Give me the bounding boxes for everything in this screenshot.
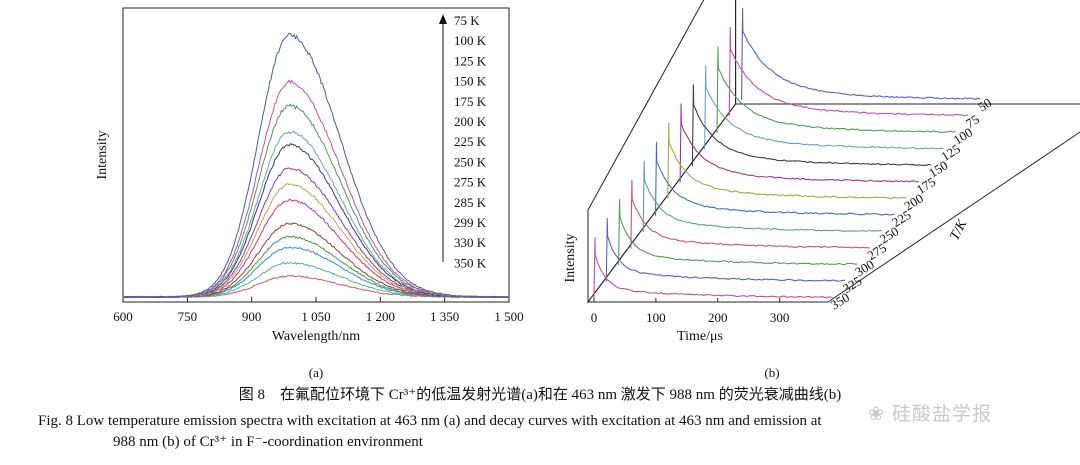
spectrum-line [123, 235, 509, 299]
spectrum-line [122, 222, 510, 299]
waterfall-box [587, 0, 1080, 304]
wechat-icon: ❀ [868, 403, 885, 425]
legend-entry-a: 225 K [454, 134, 487, 149]
decay-line [667, 122, 907, 200]
decay-line [716, 46, 956, 134]
legend-entry-a: 250 K [454, 154, 487, 169]
spectra-curves [122, 32, 510, 299]
x-tick-label-a: 750 [178, 309, 198, 324]
x-tick-label-a: 1 350 [430, 309, 459, 324]
x-tick-label-b: 100 [646, 310, 666, 325]
legend-entry-a: 350 K [454, 255, 487, 270]
back-wall [735, 0, 1080, 105]
decay-line [630, 179, 870, 249]
legend-entry-a: 299 K [454, 215, 487, 230]
spectrum-line [122, 79, 510, 299]
panel-b: 0 100 200 300 50751001251501752002252502753… [563, 0, 1080, 380]
spectrum-line [122, 130, 510, 299]
z-axis-label-b: T/K [947, 217, 970, 243]
y-axis-label-a: Intensity [95, 131, 110, 180]
x-tick-label-a: 1 050 [301, 309, 330, 324]
legend-entry-a: 175 K [454, 94, 487, 109]
decay-line [654, 141, 895, 216]
panel-a: 600 750 900 1 050 1 200 1 350 1 500 75 K 100 K 1… [95, 7, 524, 380]
legend-entry-a: 100 K [454, 33, 487, 48]
x-tick-label-a: 1 200 [366, 309, 395, 324]
decay-line [704, 65, 944, 150]
legend-entry-a: 330 K [454, 235, 487, 250]
decay-line [691, 84, 932, 167]
legend-entry-a: 200 K [454, 114, 487, 129]
legend-entry-a: 285 K [454, 195, 487, 210]
spectrum-line [122, 198, 509, 299]
legend-arrow-icon [439, 14, 447, 24]
spectrum-line [122, 274, 510, 299]
legend-entry-a: 125 K [454, 53, 487, 68]
decay-line [605, 218, 846, 282]
decay-line [679, 103, 919, 183]
decay-curves [593, 7, 981, 299]
x-ticks-b: 0 100 200 300 [591, 298, 790, 325]
x-axis-label-b: Time/μs [677, 329, 723, 344]
chart-canvas: 600 750 900 1 050 1 200 1 350 1 500 75 K 100 K 1… [95, 0, 1080, 380]
decay-line [642, 160, 882, 233]
caption-chinese: 图 8 在氟配位环境下 Cr³⁺的低温发射光谱(a)和在 463 nm 激发下 … [238, 387, 842, 403]
legend-entry-a: 150 K [454, 74, 487, 89]
x-tick-label-a: 1 500 [494, 309, 523, 324]
legend-entry-a: 275 K [454, 175, 487, 190]
decay-line [728, 27, 969, 117]
watermark-logo: ❀ 硅酸盐学报 [868, 403, 992, 425]
spectrum-line [122, 143, 510, 299]
legend-entry-a: 75 K [454, 13, 480, 28]
y-axis-label-b: Intensity [563, 234, 578, 283]
spectrum-line [122, 32, 510, 299]
floor [587, 103, 1080, 303]
spectrum-line [122, 103, 510, 299]
panel-label-b: (b) [764, 365, 779, 380]
panel-label-a: (a) [309, 365, 323, 380]
decay-line [618, 198, 858, 266]
x-tick-label-b: 0 [591, 310, 598, 325]
x-tick-label-b: 300 [770, 310, 790, 325]
spectrum-line [122, 246, 510, 299]
caption-english-line-2: 988 nm (b) of Cr³⁺ in F⁻-coordination en… [113, 434, 423, 450]
caption-english-line-1: Fig. 8 Low temperature emission spectra … [38, 413, 822, 429]
x-axis-label-a: Wavelength/nm [272, 329, 360, 344]
caption-english: Fig. 8 Low temperature emission spectra … [38, 411, 1068, 453]
x-ticks-a: 600 750 900 1 050 1 200 1 350 1 500 [113, 297, 524, 324]
spectrum-line [122, 261, 510, 299]
x-tick-label-a: 900 [242, 309, 262, 324]
plot-frame-a [122, 7, 510, 303]
legend-a: 75 K 100 K 125 K 150 K 175 K 200 K 225 K 250 K 2… [439, 13, 487, 270]
decay-line [741, 7, 981, 101]
x-tick-label-b: 200 [708, 310, 728, 325]
x-tick-label-a: 600 [113, 309, 133, 324]
spectrum-line [122, 183, 510, 299]
decay-line [593, 237, 833, 299]
